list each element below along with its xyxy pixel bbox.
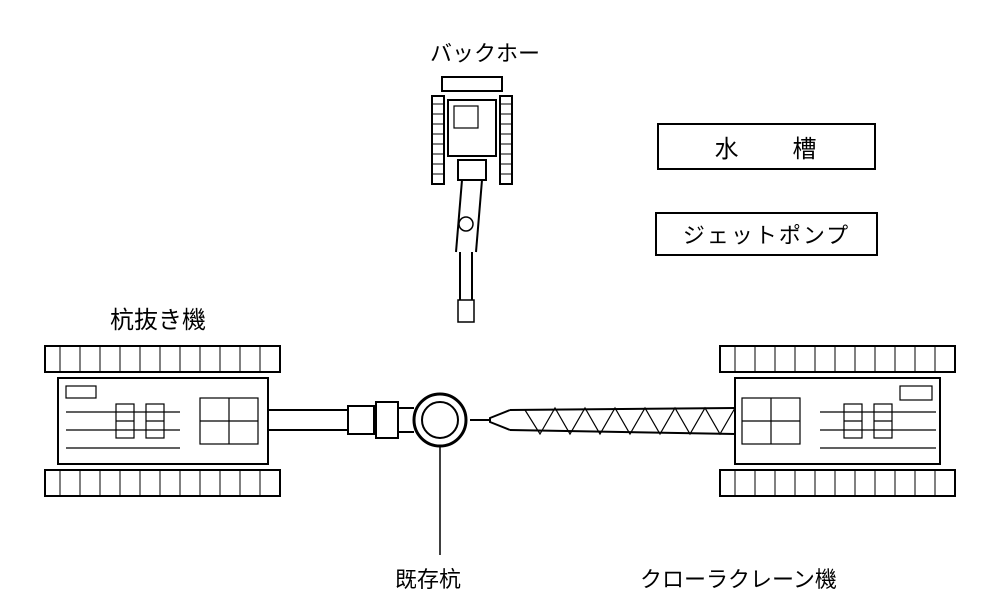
diagram-svg [0, 0, 1000, 597]
pile-extractor [45, 346, 414, 496]
existing-pile [414, 394, 466, 446]
backhoe [432, 77, 512, 322]
crawler-crane [470, 346, 955, 496]
